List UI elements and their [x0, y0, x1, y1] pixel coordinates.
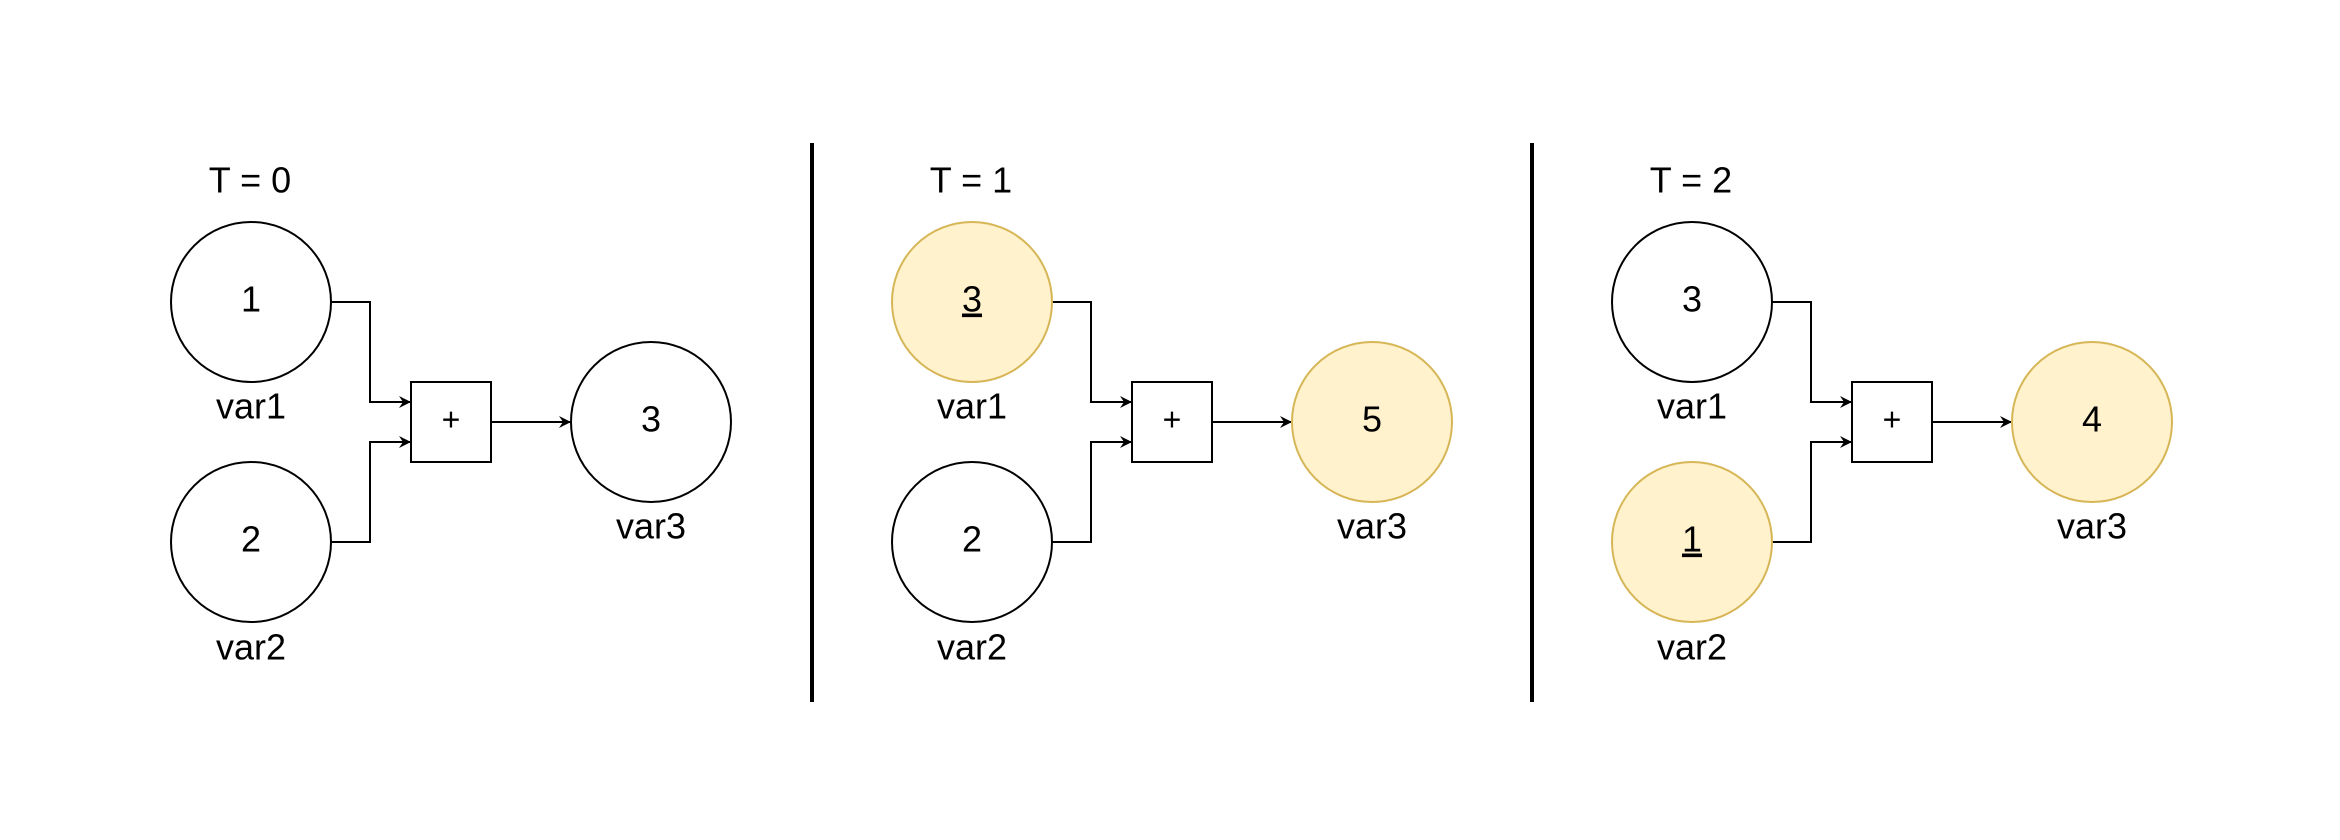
var2-node: 2 var2 [170, 461, 332, 668]
var1-circle [170, 221, 332, 383]
var1-label: var1 [1657, 386, 1727, 427]
var3-node: 3 var3 [570, 341, 732, 547]
var1-circle [891, 221, 1053, 383]
var3-value: 3 [641, 399, 661, 440]
var1-value: 3 [962, 279, 982, 320]
var2-circle [1611, 461, 1773, 623]
operator-node: + [410, 381, 492, 463]
var3-node: 5 var3 [1291, 341, 1453, 547]
operator-node: + [1131, 381, 1213, 463]
time-step-panel-1: T = 1 3 var1 2 var2 + 5 var3 [891, 160, 1453, 668]
var1-label: var1 [216, 386, 286, 427]
time-step-panel-0: T = 0 1 var1 2 var2 + 3 var3 [170, 160, 732, 668]
operator-node: + [1851, 381, 1933, 463]
operator-box [1131, 381, 1213, 463]
var1-circle [1611, 221, 1773, 383]
var3-value: 5 [1362, 399, 1382, 440]
var1-label: var1 [937, 386, 1007, 427]
var3-circle [1291, 341, 1453, 503]
operator-symbol: + [442, 401, 461, 437]
var3-node: 4 var3 [2011, 341, 2173, 547]
operator-box [410, 381, 492, 463]
var2-label: var2 [937, 627, 1007, 668]
operator-box [1851, 381, 1933, 463]
var1-node: 3 var1 [891, 221, 1053, 427]
var2-value: 2 [962, 519, 982, 560]
var3-circle [2011, 341, 2173, 503]
var1-value: 1 [241, 279, 261, 320]
wire-var2-to-operator [1772, 436, 1852, 543]
var3-value: 4 [2082, 399, 2102, 440]
var3-label: var3 [1337, 506, 1407, 547]
wire-var1-to-operator [1772, 301, 1852, 408]
var2-circle [170, 461, 332, 623]
var2-value: 2 [241, 519, 261, 560]
time-step-panel-2: T = 2 3 var1 1 var2 + 4 var3 [1611, 160, 2173, 668]
panel-title: T = 1 [930, 160, 1012, 201]
var2-node: 2 var2 [891, 461, 1053, 668]
var2-label: var2 [1657, 627, 1727, 668]
wire-var2-to-operator [1052, 436, 1132, 543]
var3-circle [570, 341, 732, 503]
panel-title: T = 0 [209, 160, 291, 201]
var2-label: var2 [216, 627, 286, 668]
wire-var1-to-operator [1052, 301, 1132, 408]
wire-var1-to-operator [331, 301, 411, 408]
var2-circle [891, 461, 1053, 623]
var1-node: 3 var1 [1611, 221, 1773, 427]
wire-var2-to-operator [331, 436, 411, 543]
var3-label: var3 [2057, 506, 2127, 547]
var2-value: 1 [1682, 519, 1702, 560]
var2-node: 1 var2 [1611, 461, 1773, 668]
operator-symbol: + [1163, 401, 1182, 437]
var3-label: var3 [616, 506, 686, 547]
operator-symbol: + [1883, 401, 1902, 437]
var1-node: 1 var1 [170, 221, 332, 427]
panel-title: T = 2 [1650, 160, 1732, 201]
var1-value: 3 [1682, 279, 1702, 320]
